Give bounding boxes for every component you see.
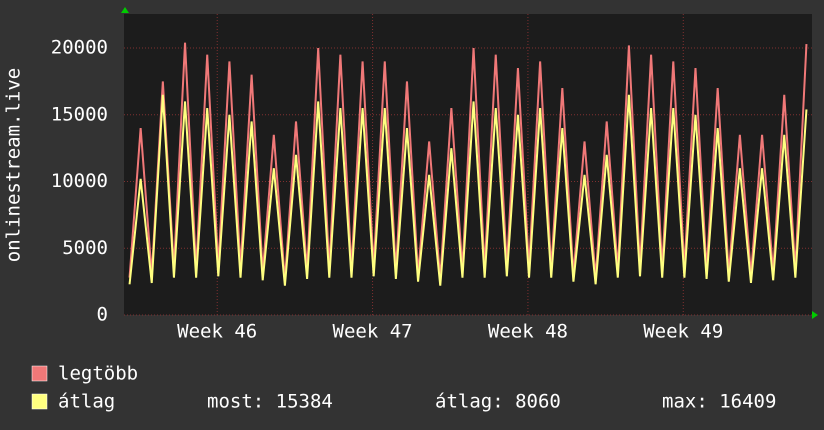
legend-swatch — [31, 393, 48, 410]
legend-label: átlag — [58, 391, 115, 413]
y-axis-label: onlinestream.live — [3, 68, 25, 262]
stat-label: átlag: 8060 — [435, 391, 561, 413]
series-line — [128, 94, 808, 286]
y-tick-label: 5000 — [62, 237, 108, 259]
x-tick-label: Week 49 — [643, 321, 723, 343]
x-tick-label: Week 48 — [488, 321, 568, 343]
y-tick-label: 0 — [97, 304, 108, 326]
y-tick-label: 20000 — [51, 37, 108, 59]
x-tick-label: Week 47 — [333, 321, 413, 343]
axis-arrow — [121, 7, 129, 13]
axis-arrow — [812, 311, 818, 319]
stat-label: most: 15384 — [207, 391, 333, 413]
legend-swatch — [31, 365, 48, 382]
stat-label: max: 16409 — [662, 391, 776, 413]
y-tick-label: 15000 — [51, 103, 108, 125]
x-tick-label: Week 46 — [177, 321, 257, 343]
series-line — [128, 42, 808, 281]
legend-label: legtöbb — [58, 363, 138, 385]
y-tick-label: 10000 — [51, 170, 108, 192]
